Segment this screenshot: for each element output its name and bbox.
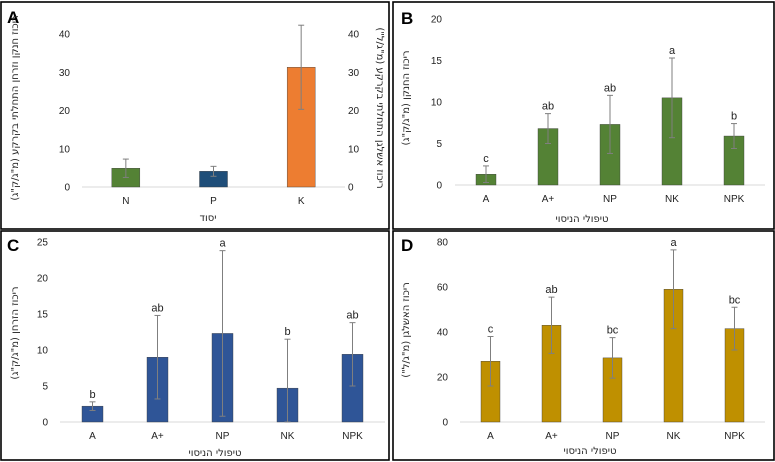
panel-b-category-label: NPK [724,194,745,205]
panel-a-ytick: 40 [59,30,71,41]
panel-b-category-label: A [483,194,490,205]
panel-b-letter: B [401,9,413,28]
panel-b-significance-label: ab [542,101,554,113]
panel-b-ytick: 20 [431,15,443,26]
panel-c-ytick: 10 [37,346,49,357]
panel-d-significance-label: a [670,237,677,249]
panel-d-letter: D [401,236,413,255]
panel-a-ylabel-right: ריכוז אשלגן התחלתי בקרקע (מ"ג/ל") [374,27,385,188]
panel-b-significance-label: b [731,111,737,123]
panel-c-plot: 0 5 10 15 20 25 b Aab A+ a NP b NK ab NPK [37,238,385,442]
panel-a-ytick-right: 20 [348,106,360,117]
panel-a-ytick-right: 0 [348,183,354,194]
panel-c-border [0,230,390,461]
panel-d-ytick: 80 [437,238,449,249]
panel-c-significance-label: b [89,389,95,401]
panel-b-ytick: 0 [436,181,442,192]
panel-c-ytick: 15 [37,310,49,321]
panel-c-significance-label: a [219,238,226,250]
panel-a-ytick: 0 [64,183,70,194]
panel-c-ylabel: ריכוז הזרחן (מ"ג/ק"ג) [10,286,21,379]
panel-d-significance-label: bc [729,294,741,306]
panel-a-ytick-right: 40 [348,30,360,41]
panel-c-category-label: NK [281,431,295,442]
panel-d-border [392,230,775,461]
panel-b-xlabel: טיפולי הניסוי [555,214,608,225]
panel-d-category-label: NPK [724,431,745,442]
panel-a-ytick-right: 30 [348,68,360,79]
panel-b-ytick: 5 [436,139,442,150]
panel-c-category-label: A [89,431,96,442]
panel-d-category-label: NP [606,431,620,442]
panel-d-category-label: A+ [545,431,558,442]
panel-d: D ריכוז האשלגן (מ"ג/ל") טיפולי הניסוי 0 2… [392,230,775,461]
panel-a-ytick: 10 [59,144,71,155]
panel-c-significance-label: ab [151,302,163,314]
panel-d-category-label: A [487,431,494,442]
panel-c-category-label: NPK [342,431,363,442]
panel-d-significance-label: ab [545,284,557,296]
panel-c-ytick: 25 [37,238,49,249]
panel-c-significance-label: b [284,326,290,338]
panel-b-category-label: NP [603,194,617,205]
panel-c-xlabel: טיפולי הניסוי [188,448,241,459]
panel-c-ytick: 5 [42,382,48,393]
panel-a-ytick: 30 [59,68,71,79]
panel-b-border [392,1,775,230]
panel-b-ylabel: ריכוז החנקן (מ"ג/ק"ג) [401,50,412,145]
panel-b-significance-label: c [483,153,489,165]
panel-c-category-label: A+ [151,431,164,442]
panel-b-ytick: 15 [431,56,443,67]
panel-a-category-label: K [298,196,305,207]
panel-d-significance-label: c [488,324,494,336]
panel-d-ytick: 0 [442,418,448,429]
panel-d-ytick: 60 [437,283,449,294]
panel-d-xlabel: טיפולי הניסוי [563,446,616,457]
panel-b-category-label: A+ [542,194,555,205]
panel-d-ytick: 40 [437,328,449,339]
panel-b-plot: 0 5 10 15 20 c Aab A+ ab NP a NK b NPK [431,15,765,205]
panel-b: B ריכוז החנקן (מ"ג/ק"ג) טיפולי הניסוי 0 5… [392,1,775,230]
panel-b-ytick: 10 [431,98,443,109]
panel-d-ylabel: ריכוז האשלגן (מ"ג/ל") [401,282,412,378]
panel-a-category-label: P [210,196,217,207]
panel-c-significance-label: ab [346,310,358,322]
panel-a-border [0,1,390,230]
panel-d-plot: 0 20 40 60 80 c Aab A+ bc NP a NK bc NPK [437,237,765,442]
panel-c-category-label: NP [216,431,230,442]
panel-d-significance-label: bc [607,325,619,337]
panel-d-category-label: NK [667,431,681,442]
panel-a-category-label: N [122,196,129,207]
panel-c-ytick: 20 [37,274,49,285]
panel-a-xlabel: יסוד [200,213,217,224]
panel-a: A ריכוז חנקן וזרחן התחלתי בקרקע (מ"ג/ק"ג… [0,1,390,230]
panel-b-category-label: NK [665,194,679,205]
panel-d-ytick: 20 [437,373,449,384]
panel-c-ytick: 0 [42,418,48,429]
panel-b-significance-label: ab [604,82,616,94]
panel-c: C ריכוז הזרחן (מ"ג/ק"ג) טיפולי הניסוי 0 5… [0,230,390,461]
panel-a-letter: A [7,8,19,27]
panel-b-significance-label: a [669,45,676,57]
panel-a-ylabel-left: ריכוז חנקן וזרחן התחלתי בקרקע (מ"ג/ק"ג) [10,15,21,200]
panel-c-letter: C [7,236,19,255]
panel-a-ytick-right: 10 [348,144,360,155]
panel-a-ytick: 20 [59,106,71,117]
panel-a-plot: 0 10 20 30 40 0 10 20 30 40 N P K [59,24,360,207]
